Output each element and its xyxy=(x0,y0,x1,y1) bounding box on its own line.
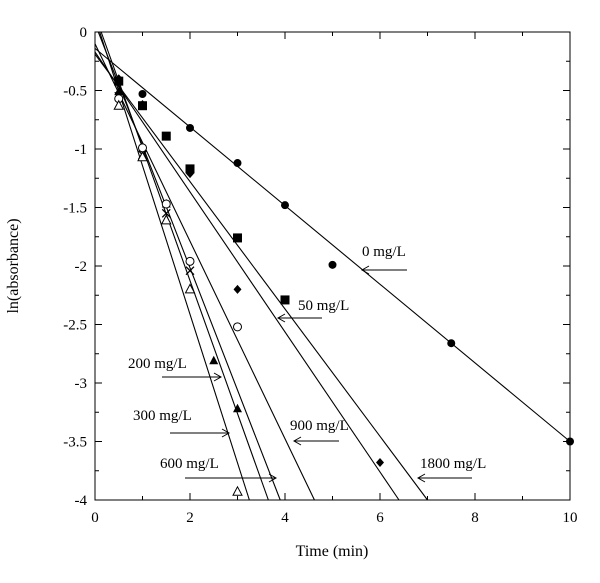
fit-lines xyxy=(94,31,571,501)
annotation-arrowhead xyxy=(276,313,286,323)
annotation-arrowhead xyxy=(221,428,231,438)
x-tick-label: 0 xyxy=(91,510,99,526)
data-point xyxy=(186,169,194,179)
annotation-arrowhead xyxy=(416,473,426,483)
data-point xyxy=(161,199,171,209)
x-tick-label: 2 xyxy=(186,510,194,526)
fit-line xyxy=(100,31,269,501)
x-tick-label: 6 xyxy=(376,510,384,526)
data-point xyxy=(161,208,171,218)
annotation-label: 1800 mg/L xyxy=(420,456,486,472)
annotation-label: 600 mg/L xyxy=(160,456,219,472)
annotations: 0 mg/L 50 mg/L 200 mg/L 300 mg/L 900 mg/L 600… xyxy=(128,244,486,483)
data-point xyxy=(137,151,148,162)
y-axis-title: ln(absorbance) xyxy=(5,218,22,313)
data-point xyxy=(281,201,289,210)
data-point xyxy=(233,233,242,243)
x-axis-title: Time (min) xyxy=(296,543,369,560)
y-tick-label: -2 xyxy=(75,259,88,275)
y-tick-label: 0 xyxy=(80,25,88,41)
x-tick-label: 4 xyxy=(281,510,289,526)
fit-line xyxy=(97,31,281,501)
fit-line xyxy=(94,43,315,501)
fit-line xyxy=(94,53,428,501)
y-tick-label: -0.5 xyxy=(63,84,87,100)
x-tick-label: 10 xyxy=(563,510,578,526)
data-point xyxy=(233,403,242,413)
data-point xyxy=(161,131,171,141)
data-point xyxy=(185,164,195,174)
data-point xyxy=(138,100,147,110)
data-point xyxy=(138,143,147,153)
data-points xyxy=(113,74,574,496)
y-tick-label: -3 xyxy=(75,376,88,392)
data-point xyxy=(447,339,456,348)
annotation-label: 300 mg/L xyxy=(133,408,192,424)
data-point xyxy=(232,485,243,496)
y-tick-label: -4 xyxy=(75,493,88,509)
fit-line xyxy=(99,31,250,501)
annotation-label: 50 mg/L xyxy=(298,298,349,314)
data-point xyxy=(186,123,194,132)
data-point xyxy=(160,214,172,225)
annotation-arrowhead xyxy=(268,473,278,483)
data-point xyxy=(376,458,384,468)
data-point xyxy=(113,99,125,110)
data-point xyxy=(114,74,123,84)
axis-ticks: 0 2 4 6 8 10 0 -0.5 -1 -1.5 -2 -2.5 -3 -3.5 -4 xyxy=(63,25,577,526)
data-point xyxy=(280,295,290,305)
y-tick-label: -3.5 xyxy=(63,435,87,451)
annotation-arrowhead xyxy=(360,265,370,275)
data-point xyxy=(185,266,195,276)
y-tick-label: -1.5 xyxy=(63,201,87,217)
data-point xyxy=(114,86,124,96)
x-tick-label: 8 xyxy=(471,510,479,526)
annotation-label: 0 mg/L xyxy=(362,244,406,260)
data-point xyxy=(233,284,242,294)
annotation-arrowhead xyxy=(292,436,302,446)
annotation-label: 200 mg/L xyxy=(128,356,187,372)
annotation-arrowhead xyxy=(213,372,223,382)
fit-line xyxy=(94,51,400,501)
annotation-label: 900 mg/L xyxy=(290,418,349,434)
data-point xyxy=(184,283,196,294)
data-point xyxy=(209,355,219,365)
y-tick-label: -2.5 xyxy=(63,318,87,334)
data-point xyxy=(185,256,195,266)
fit-line xyxy=(94,47,571,442)
y-tick-label: -1 xyxy=(75,142,88,158)
data-point xyxy=(233,322,242,332)
data-point xyxy=(328,260,337,269)
data-point xyxy=(138,90,147,99)
data-point xyxy=(233,159,242,168)
